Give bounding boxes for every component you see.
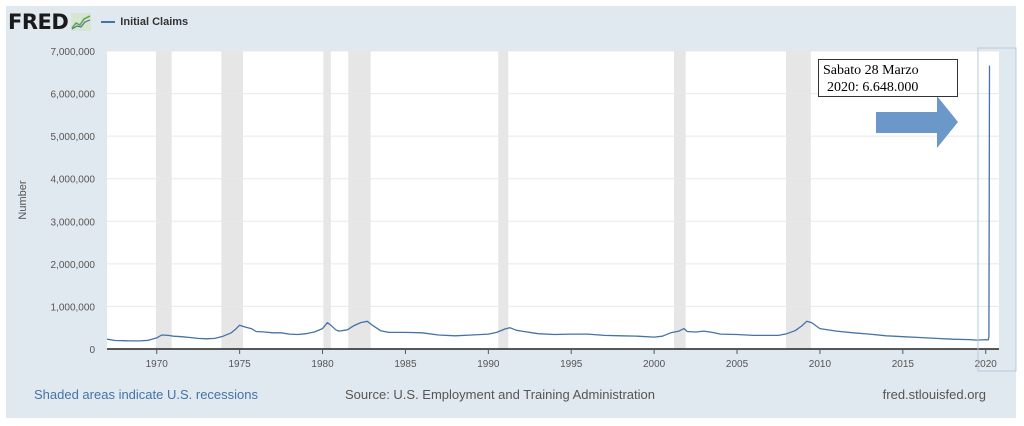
x-tick-label: 1995: [560, 359, 583, 370]
site-link[interactable]: fred.stlouisfed.org: [882, 387, 986, 402]
fred-logo-chart-icon: [71, 13, 92, 31]
series-line: [106, 65, 991, 342]
fred-logo[interactable]: FRED: [8, 10, 69, 34]
recession-bands: [155, 51, 811, 349]
x-tick-label: 1980: [311, 359, 334, 370]
y-tick-label: 2,000,000: [51, 260, 96, 271]
y-tick-label: 3,000,000: [51, 217, 96, 228]
annotation-line-2: 2020: 6.648.000: [827, 80, 919, 95]
y-tick-label: 4,000,000: [51, 175, 96, 186]
annotation-line-1: Sabato 28 Marzo: [823, 63, 919, 78]
axes: 0 1,000,000 2,000,000 3,000,000 4,000,000 5,0…: [51, 47, 999, 370]
source-note: Source: U.S. Employment and Training Adm…: [345, 387, 655, 402]
recession-band: [221, 51, 243, 349]
x-tick-label: 1985: [394, 359, 417, 370]
x-tick-label: 1970: [146, 359, 169, 370]
x-tick-label: 2005: [726, 359, 749, 370]
chart-header: FRED Initial Claims: [8, 8, 188, 36]
y-axis-label: Number: [17, 180, 29, 219]
recession-band: [323, 51, 331, 349]
x-tick-label: 2000: [643, 359, 666, 370]
recessions-note[interactable]: Shaded areas indicate U.S. recessions: [34, 387, 259, 402]
y-tick-label: 0: [89, 345, 95, 356]
highlight-box: [977, 47, 1017, 372]
peak-annotation: Sabato 28 Marzo 2020: 6.648.000: [818, 59, 958, 97]
y-tick-label: 1,000,000: [51, 302, 96, 313]
x-tick-label: 1990: [477, 359, 500, 370]
y-tick-label: 5,000,000: [51, 132, 96, 143]
legend-series-label: Initial Claims: [120, 16, 189, 28]
recession-band: [348, 51, 371, 349]
x-tick-label: 2010: [809, 359, 832, 370]
x-tick-label: 2020: [975, 359, 998, 370]
recession-band: [155, 51, 172, 349]
y-tick-label: 6,000,000: [51, 90, 96, 101]
arrow-right-icon: [876, 96, 958, 148]
recession-band: [674, 51, 686, 349]
plot-background: [107, 51, 999, 349]
y-tick-label: 7,000,000: [51, 47, 96, 58]
series-layer: [106, 65, 991, 342]
recession-band: [498, 51, 509, 349]
recession-band: [785, 51, 811, 349]
x-tick-label: 1975: [229, 359, 252, 370]
x-tick-label: 2015: [892, 359, 915, 370]
legend-line-swatch: [101, 21, 116, 23]
